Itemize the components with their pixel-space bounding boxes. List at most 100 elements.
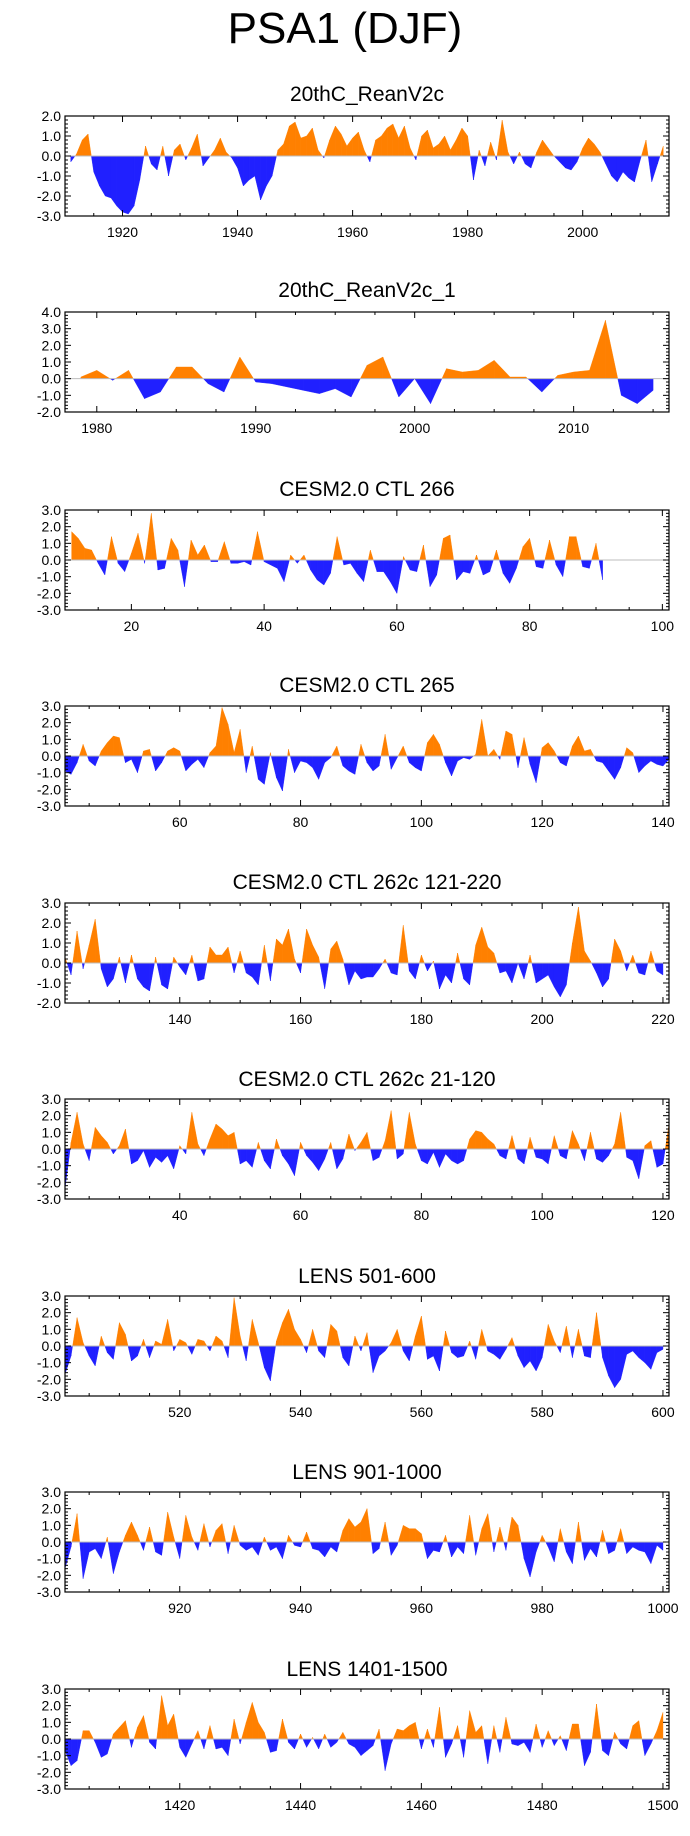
negative-anomaly-area xyxy=(496,155,498,161)
negative-anomaly-area xyxy=(310,559,318,581)
positive-anomaly-area xyxy=(324,139,330,157)
positive-anomaly-area xyxy=(415,1143,418,1150)
negative-anomaly-area xyxy=(193,1541,199,1551)
x-tick-label: 60 xyxy=(172,814,188,830)
positive-anomaly-area xyxy=(568,1130,573,1150)
negative-anomaly-area xyxy=(378,1148,383,1158)
positive-anomaly-area xyxy=(574,1329,579,1347)
y-tick-label: -3.0 xyxy=(37,1584,61,1600)
negative-anomaly-area xyxy=(591,962,597,974)
negative-anomaly-area xyxy=(638,962,646,976)
negative-anomaly-area xyxy=(70,1345,73,1357)
negative-anomaly-area xyxy=(386,962,392,974)
positive-anomaly-area xyxy=(107,1142,112,1150)
negative-anomaly-area xyxy=(237,1148,241,1165)
positive-anomaly-area xyxy=(105,1536,108,1543)
positive-anomaly-area xyxy=(415,1528,422,1543)
positive-anomaly-area xyxy=(474,554,477,561)
positive-anomaly-area xyxy=(303,554,307,561)
positive-anomaly-area xyxy=(261,944,265,964)
positive-anomaly-area xyxy=(288,1309,295,1347)
negative-anomaly-area xyxy=(499,962,507,974)
negative-anomaly-area xyxy=(520,1541,525,1559)
negative-anomaly-area xyxy=(656,1148,664,1168)
positive-anomaly-area xyxy=(427,129,434,157)
positive-anomaly-area xyxy=(140,1339,144,1347)
positive-anomaly-area xyxy=(290,554,296,561)
positive-anomaly-area xyxy=(517,151,520,157)
y-tick-label: 2.0 xyxy=(42,1698,62,1714)
y-tick-label: -1.0 xyxy=(37,1748,61,1764)
positive-anomaly-area xyxy=(211,1530,217,1543)
positive-anomaly-area xyxy=(532,1723,537,1740)
negative-anomaly-area xyxy=(324,962,329,990)
negative-anomaly-area xyxy=(535,962,543,984)
negative-anomaly-area xyxy=(390,1541,398,1557)
positive-anomaly-area xyxy=(382,356,392,379)
negative-anomaly-area xyxy=(306,755,313,769)
negative-anomaly-area xyxy=(173,1148,180,1170)
x-tick-label: 560 xyxy=(410,1404,434,1420)
positive-anomaly-area xyxy=(443,534,451,561)
negative-anomaly-area xyxy=(554,1738,559,1747)
negative-anomaly-area xyxy=(421,1738,425,1750)
positive-anomaly-area xyxy=(143,1339,146,1347)
negative-anomaly-area xyxy=(70,1738,78,1767)
positive-anomaly-area xyxy=(375,1728,380,1740)
negative-anomaly-area xyxy=(558,1148,561,1156)
positive-anomaly-area xyxy=(191,366,204,379)
positive-anomaly-area xyxy=(76,139,83,157)
negative-anomaly-area xyxy=(515,755,519,768)
positive-anomaly-area xyxy=(215,1123,223,1150)
negative-anomaly-area xyxy=(378,755,382,767)
negative-anomaly-area xyxy=(336,1148,344,1170)
negative-anomaly-area xyxy=(409,1345,414,1362)
negative-anomaly-area xyxy=(305,559,311,571)
positive-anomaly-area xyxy=(572,906,579,964)
positive-anomaly-area xyxy=(233,1297,241,1347)
negative-anomaly-area xyxy=(318,1541,325,1558)
negative-anomaly-area xyxy=(652,1148,658,1168)
positive-anomaly-area xyxy=(398,125,405,157)
positive-anomaly-area xyxy=(149,1526,154,1543)
positive-anomaly-area xyxy=(358,744,362,757)
y-tick-label: 3.0 xyxy=(42,1484,62,1500)
negative-anomaly-area xyxy=(91,155,94,173)
negative-anomaly-area xyxy=(276,755,283,792)
positive-anomaly-area xyxy=(487,946,495,964)
positive-anomaly-area xyxy=(620,1528,625,1543)
negative-anomaly-area xyxy=(433,1345,440,1372)
positive-anomaly-area xyxy=(217,541,225,561)
positive-anomaly-area xyxy=(300,1733,304,1740)
positive-anomaly-area xyxy=(366,1332,370,1347)
negative-anomaly-area xyxy=(593,1148,597,1160)
positive-anomaly-area xyxy=(421,129,428,157)
negative-anomaly-area xyxy=(433,1738,435,1748)
negative-anomaly-area xyxy=(443,755,446,763)
negative-anomaly-area xyxy=(82,962,85,970)
y-tick-label: -1.0 xyxy=(37,765,61,781)
negative-anomaly-area xyxy=(95,1345,100,1367)
negative-anomaly-area xyxy=(288,1148,295,1176)
positive-anomaly-area xyxy=(227,1131,235,1150)
negative-anomaly-area xyxy=(439,1148,446,1168)
positive-anomaly-area xyxy=(443,1330,446,1347)
positive-anomaly-area xyxy=(392,1728,398,1740)
positive-anomaly-area xyxy=(434,1707,440,1740)
negative-anomaly-area xyxy=(139,1541,144,1551)
negative-anomaly-area xyxy=(233,962,238,974)
x-tick-label: 220 xyxy=(651,1011,675,1027)
negative-anomaly-area xyxy=(620,755,625,768)
negative-anomaly-area xyxy=(282,1148,289,1165)
negative-anomaly-area xyxy=(372,1541,380,1555)
negative-anomaly-area xyxy=(535,1148,543,1160)
positive-anomaly-area xyxy=(355,1141,362,1150)
negative-anomaly-area xyxy=(155,1148,162,1163)
positive-anomaly-area xyxy=(466,1138,470,1150)
positive-anomaly-area xyxy=(186,1112,193,1150)
positive-anomaly-area xyxy=(209,149,215,157)
x-tick-label: 580 xyxy=(530,1404,554,1420)
negative-anomaly-area xyxy=(378,1541,381,1549)
positive-anomaly-area xyxy=(239,729,245,757)
positive-anomaly-area xyxy=(523,737,529,757)
